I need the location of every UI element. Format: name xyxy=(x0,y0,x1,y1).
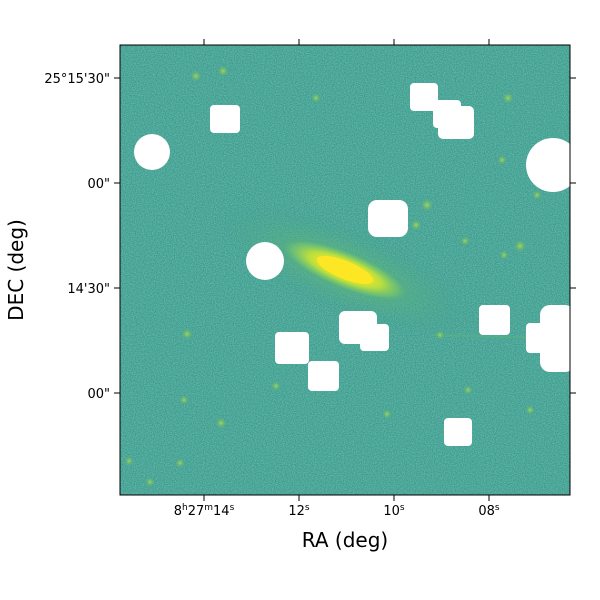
faint-star xyxy=(310,92,322,104)
faint-star xyxy=(144,476,156,488)
faint-star xyxy=(123,455,135,467)
faint-star xyxy=(524,404,536,416)
axis-ticks xyxy=(114,39,576,501)
mask-region xyxy=(210,105,240,133)
y-tick-label: 00" xyxy=(87,387,110,402)
faint-star xyxy=(189,69,203,83)
faint-star xyxy=(459,235,471,247)
y-tick-label: 14'30" xyxy=(67,282,110,297)
x-axis-label: RA (deg) xyxy=(302,528,388,552)
faint-star xyxy=(409,218,423,232)
x-tick-label: 12s xyxy=(288,503,310,519)
faint-star xyxy=(180,327,194,341)
faint-star xyxy=(501,91,515,105)
mask-region xyxy=(246,242,284,280)
y-tick-label: 00" xyxy=(87,177,110,192)
stars xyxy=(123,64,543,488)
faint-star xyxy=(496,154,508,166)
faint-star xyxy=(270,380,282,392)
mask-region xyxy=(360,324,389,351)
x-tick-label: 8h27m14s xyxy=(174,503,235,519)
mask-region xyxy=(444,418,472,446)
mask-region xyxy=(134,134,170,170)
faint-star xyxy=(214,416,228,430)
x-tick-label: 10s xyxy=(383,503,405,519)
faint-star xyxy=(462,384,474,396)
y-axis-label: DEC (deg) xyxy=(4,219,28,321)
mask-region xyxy=(308,361,339,391)
faint-star xyxy=(434,329,446,341)
faint-star xyxy=(381,408,393,420)
sky-image xyxy=(120,45,570,495)
mask-region xyxy=(479,305,510,335)
faint-star xyxy=(178,394,190,406)
faint-star xyxy=(498,249,510,261)
plot-frame xyxy=(119,44,571,496)
mask-region xyxy=(368,200,408,237)
faint-star xyxy=(216,64,230,78)
faint-star xyxy=(419,197,435,213)
mask-region xyxy=(275,332,309,364)
star-masks xyxy=(134,83,570,446)
x-tick-label: 08s xyxy=(478,503,500,519)
mask-region xyxy=(438,106,474,139)
faint-star xyxy=(531,189,543,201)
mask-region xyxy=(526,323,556,353)
faint-star xyxy=(174,457,186,469)
y-tick-label: 25°15'30" xyxy=(44,72,110,87)
faint-star xyxy=(512,238,528,254)
mask-region xyxy=(410,83,438,111)
mask-region xyxy=(526,138,570,192)
galaxy xyxy=(214,202,476,338)
